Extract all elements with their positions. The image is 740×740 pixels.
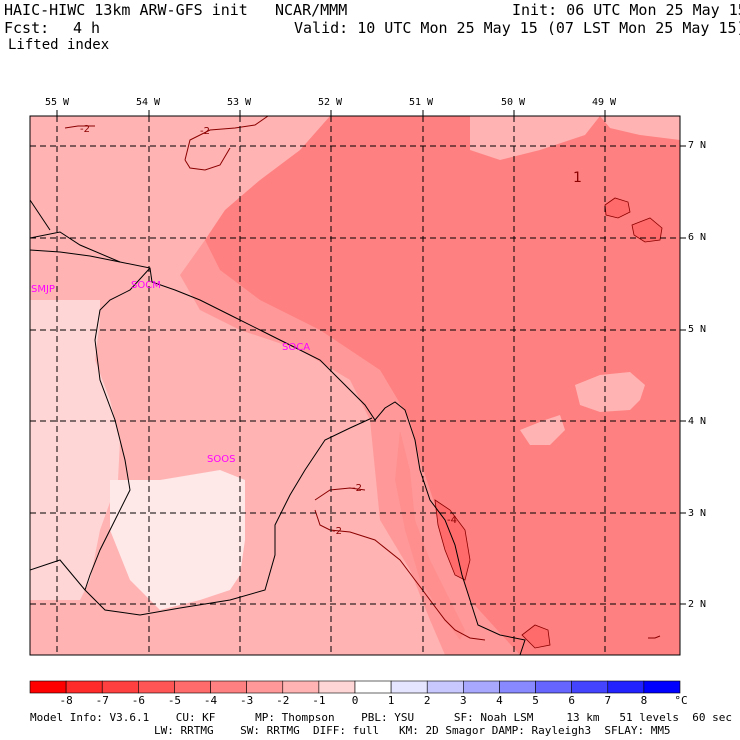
li-band-minus4 [395,430,465,640]
field-name: Lifted index [8,37,110,53]
colorbar-tick-label: 1 [387,694,395,707]
colorbar-tick-label: 7 [604,694,612,707]
colorbar-swatch [174,680,211,694]
colorbar-tick-label: -5 [167,694,182,707]
colorbar-swatch [138,680,175,694]
li-patch [600,116,680,140]
lon-label: 52 W [318,97,343,108]
colorbar-swatch [571,680,609,694]
contour-label: -2 [352,483,362,494]
lat-label: 2 N [688,599,707,610]
contour-label: 1 [573,170,582,186]
li-patch [520,415,565,445]
init-time: Init: 06 UTC Mon 25 May 15 [512,1,740,19]
li-patch [470,116,600,160]
colorbar-tick-label: 0 [351,694,359,707]
model-info-line2: LW: RRTMG SW: RRTMG DIFF: full KM: 2D Sm… [154,724,671,737]
colorbar-swatch [463,680,500,694]
colorbar-swatch [535,680,572,694]
colorbar-tick-label: 8 [640,694,648,707]
contour-line [314,487,366,501]
station-label: SOOS [207,454,235,465]
contour-line [64,125,95,129]
li-cell-minus4 [604,197,631,219]
colorbar-tick-label: 4 [496,694,503,707]
contour-line [184,116,269,161]
contour-label: -4 [447,515,457,526]
coastline [30,249,526,655]
colorbar-swatch [426,680,464,694]
colorbar-swatch [210,680,247,694]
map-frame [29,115,681,656]
colorbar-tick-label: 6 [568,694,575,707]
colorbar-tick-label: 3 [460,694,467,707]
colorbar-tick-label: -8 [59,694,73,707]
li-patch [30,116,260,240]
station-label: SOCA [282,342,310,353]
lat-label: 3 N [688,508,707,519]
colorbar-tick-label: -1 [312,694,326,707]
contour-line [648,635,661,639]
colorbar [29,680,681,694]
lon-label: 53 W [227,97,252,108]
colorbar-tick-label: -6 [131,694,145,707]
border-line [84,267,151,591]
contour-line [314,509,486,641]
border-line [30,199,51,231]
lat-label: 5 N [688,324,707,335]
lat-label: 6 N [688,232,707,243]
colorbar-swatch [607,680,645,694]
colorbar-swatch [354,680,392,694]
colorbar-swatch [282,680,320,694]
colorbar-swatch [643,680,681,694]
lon-label: 49 W [592,97,617,108]
contour-line [184,147,231,171]
li-cell-minus4 [631,217,663,243]
organization: NCAR/MMM [275,1,348,19]
colorbar-swatch [65,680,103,694]
colorbar-tick-label: -3 [240,694,254,707]
contour-label: -2 [332,526,342,537]
model-info-line1: Model Info: V3.6.1 CU: KF MP: Thompson P… [30,711,732,724]
lat-label: 4 N [688,416,707,427]
li-band-zero [110,470,245,610]
forecast-hour: 4 h [73,19,101,37]
colorbar-tick-label: 5 [532,694,539,707]
station-label: SOCM [131,280,161,291]
colorbar-unit: °C [674,694,688,707]
colorbar-swatch [499,680,536,694]
lon-label: 54 W [136,97,161,108]
forecast-label: Fcst: [4,19,50,37]
lat-label: 7 N [688,140,707,151]
colorbar-swatch [29,680,67,694]
li-band-zero [30,300,120,600]
colorbar-tick-label: 2 [423,694,431,707]
colorbar-swatch [318,680,356,694]
colorbar-tick-label: -4 [203,694,218,707]
valid-time: Valid: 10 UTC Mon 25 May 15 (07 LST Mon … [294,19,740,37]
lon-label: 50 W [501,97,526,108]
colorbar-swatch [101,680,139,694]
border-line [30,417,373,616]
lon-label: 51 W [409,97,434,108]
li-cell-minus4 [521,624,551,649]
li-band-minus3 [205,116,680,655]
colorbar-tick-label: -7 [95,694,109,707]
colorbar-swatch [246,680,284,694]
contour-label: -2 [200,126,210,137]
lon-label: 55 W [45,97,70,108]
li-patch [575,372,645,412]
station-label: SMJP [31,284,55,295]
contour-label: -2 [80,124,90,135]
model-title: HAIC-HIWC 13km ARW-GFS init [4,1,248,19]
colorbar-swatch [390,680,428,694]
colorbar-tick-label: -2 [276,694,290,707]
